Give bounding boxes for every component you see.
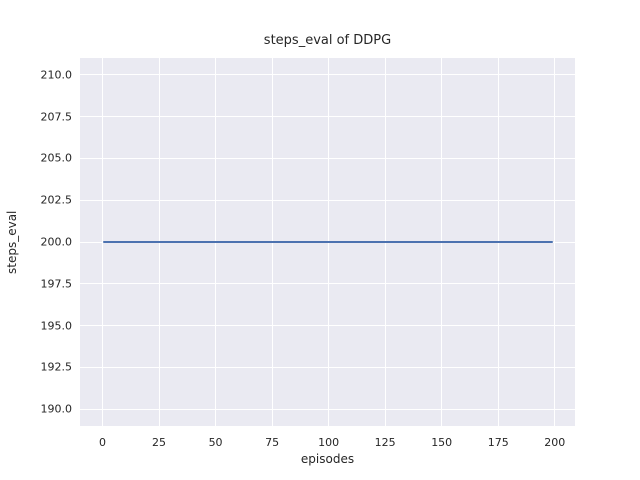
y-gridline <box>80 408 575 410</box>
y-tick-label: 207.5 <box>40 110 73 124</box>
x-axis-label: episodes <box>300 452 355 466</box>
x-tick-label: 100 <box>318 436 340 449</box>
x-tick-label: 75 <box>265 436 280 449</box>
x-tick-label: 175 <box>487 436 509 449</box>
x-tick-label: 200 <box>544 436 566 449</box>
x-tick-label: 25 <box>152 436 167 449</box>
y-gridline <box>80 157 575 159</box>
y-tick-label: 192.5 <box>40 360 73 374</box>
y-tick-label: 190.0 <box>40 402 73 416</box>
data-line-ddpg-steps-eval <box>102 241 553 243</box>
y-tick-label: 195.0 <box>40 319 73 333</box>
plot-area <box>80 58 575 426</box>
y-axis-label: steps_eval <box>5 210 19 274</box>
y-tick-label: 200.0 <box>40 235 73 249</box>
y-gridline <box>80 116 575 118</box>
chart-title: steps_eval of DDPG <box>263 33 392 48</box>
y-tick-label: 197.5 <box>40 277 73 291</box>
y-gridline <box>80 366 575 368</box>
y-gridline <box>80 283 575 285</box>
y-gridline <box>80 199 575 201</box>
x-tick-label: 0 <box>99 436 106 449</box>
y-tick-label: 205.0 <box>40 151 73 165</box>
x-tick-label: 125 <box>374 436 396 449</box>
x-tick-label: 50 <box>208 436 223 449</box>
y-tick-label: 210.0 <box>40 68 73 82</box>
y-gridline <box>80 74 575 76</box>
y-tick-label: 202.5 <box>40 193 73 207</box>
y-gridline <box>80 325 575 327</box>
x-tick-label: 150 <box>431 436 453 449</box>
